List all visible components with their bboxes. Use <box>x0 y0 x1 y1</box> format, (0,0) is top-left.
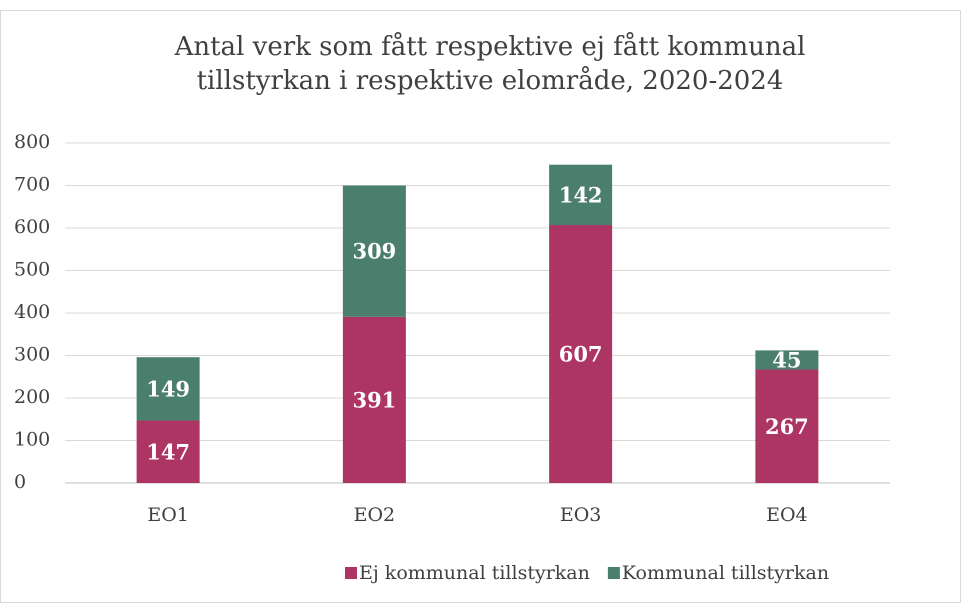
x-tick-label: EO3 <box>560 504 602 526</box>
bar-segment <box>342 185 406 317</box>
legend-label: Ej kommunal tillstyrkan <box>359 562 590 584</box>
data-label: 149 <box>146 376 190 401</box>
x-tick-label: EO1 <box>147 504 189 526</box>
bar-segment <box>136 357 200 421</box>
bar-segment <box>549 164 613 226</box>
y-tick-label: 800 <box>14 131 50 153</box>
y-tick-label: 300 <box>14 344 50 366</box>
y-tick-label: 600 <box>14 216 50 238</box>
bar-segment <box>755 369 819 483</box>
data-label: 147 <box>146 439 190 464</box>
legend-label: Kommunal tillstyrkan <box>622 562 829 584</box>
y-tick-label: 400 <box>14 301 50 323</box>
bar-segment <box>549 225 613 483</box>
x-tick-label: EO2 <box>354 504 396 526</box>
legend-swatch <box>607 567 620 579</box>
y-tick-label: 700 <box>14 174 50 196</box>
chart-frame <box>0 10 961 603</box>
chart-title: Antal verk som fått respektive ej fått k… <box>174 31 806 96</box>
y-tick-label: 100 <box>14 429 50 451</box>
data-label: 391 <box>352 387 396 412</box>
data-label: 45 <box>772 347 801 372</box>
y-tick-label: 500 <box>14 259 50 281</box>
data-label: 267 <box>765 414 809 439</box>
legend-swatch <box>345 567 357 579</box>
y-tick-label: 200 <box>14 386 50 408</box>
data-label: 309 <box>352 239 396 264</box>
x-tick-label: EO4 <box>766 504 808 526</box>
bar-segment <box>342 316 406 483</box>
data-label: 142 <box>559 182 603 207</box>
bar-segment <box>755 350 819 370</box>
bar-segment <box>136 420 200 483</box>
data-label: 607 <box>559 342 603 367</box>
y-tick-label: 0 <box>14 471 26 493</box>
